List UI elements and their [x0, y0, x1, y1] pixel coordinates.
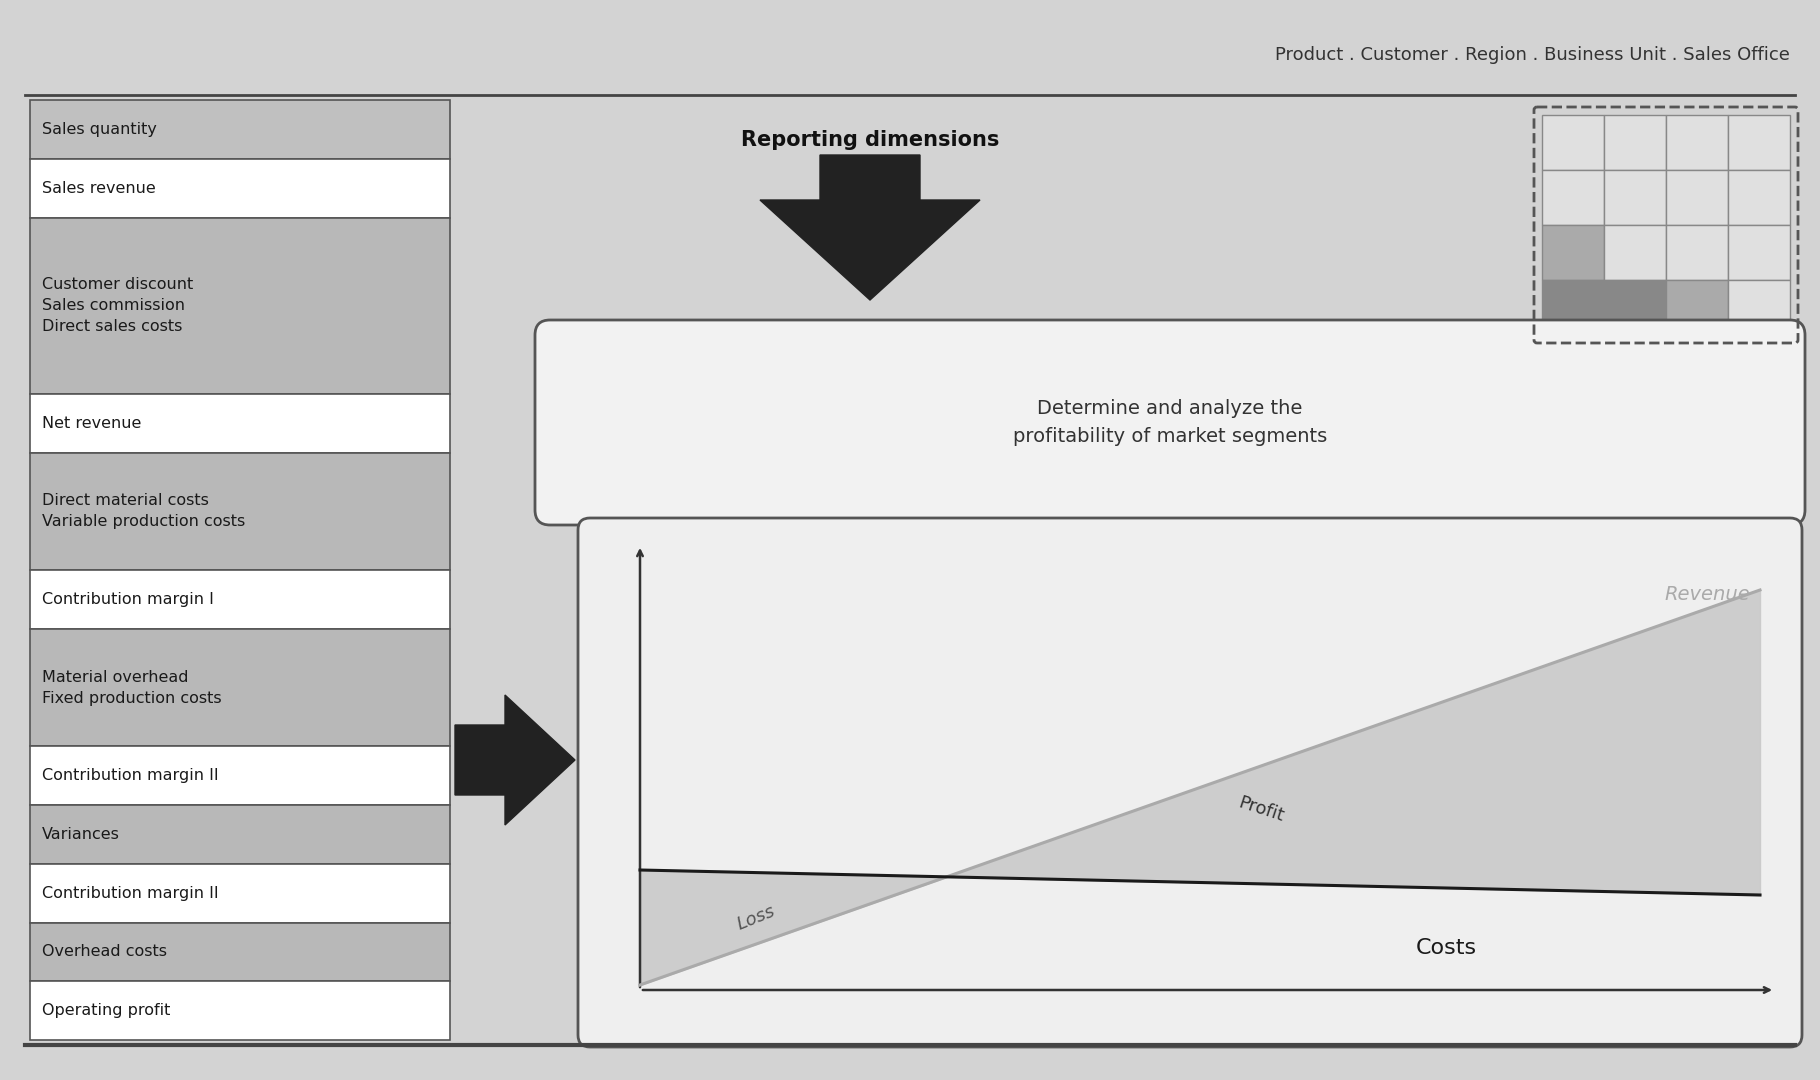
- Bar: [29, 922, 450, 982]
- Bar: [1665, 280, 1727, 335]
- Bar: [1727, 114, 1791, 170]
- Bar: [1542, 225, 1603, 280]
- Bar: [1727, 280, 1791, 335]
- Bar: [29, 394, 450, 453]
- Bar: [1727, 225, 1791, 280]
- Text: Loss: Loss: [735, 903, 779, 934]
- Polygon shape: [455, 696, 575, 825]
- Text: Operating profit: Operating profit: [42, 1003, 171, 1018]
- Bar: [1665, 170, 1727, 225]
- Bar: [29, 100, 450, 159]
- Text: Overhead costs: Overhead costs: [42, 944, 167, 959]
- Bar: [1603, 170, 1665, 225]
- Bar: [1542, 114, 1603, 170]
- Text: Reporting dimensions: Reporting dimensions: [741, 130, 999, 150]
- Text: Net revenue: Net revenue: [42, 416, 142, 431]
- Text: Direct material costs
Variable production costs: Direct material costs Variable productio…: [42, 494, 246, 529]
- Bar: [1603, 114, 1665, 170]
- FancyBboxPatch shape: [535, 320, 1805, 525]
- Bar: [1727, 170, 1791, 225]
- Bar: [29, 864, 450, 922]
- Text: Contribution margin II: Contribution margin II: [42, 768, 218, 783]
- Bar: [29, 453, 450, 570]
- Bar: [1603, 280, 1665, 335]
- Text: Customer discount
Sales commission
Direct sales costs: Customer discount Sales commission Direc…: [42, 278, 193, 334]
- Bar: [29, 805, 450, 864]
- Text: Variances: Variances: [42, 827, 120, 842]
- Bar: [1665, 225, 1727, 280]
- Bar: [1542, 170, 1603, 225]
- Text: Contribution margin II: Contribution margin II: [42, 886, 218, 901]
- Text: Contribution margin I: Contribution margin I: [42, 592, 215, 607]
- Bar: [29, 746, 450, 805]
- Bar: [29, 982, 450, 1040]
- Bar: [1542, 280, 1603, 335]
- Bar: [29, 570, 450, 629]
- Bar: [29, 217, 450, 394]
- Text: Determine and analyze the
profitability of market segments: Determine and analyze the profitability …: [1014, 399, 1327, 446]
- FancyBboxPatch shape: [579, 518, 1802, 1047]
- Text: Product . Customer . Region . Business Unit . Sales Office: Product . Customer . Region . Business U…: [1276, 46, 1791, 64]
- Text: Revenue: Revenue: [1663, 585, 1751, 604]
- Polygon shape: [761, 156, 979, 300]
- Text: Sales quantity: Sales quantity: [42, 122, 157, 137]
- Bar: [1603, 225, 1665, 280]
- Bar: [29, 159, 450, 217]
- Text: Costs: Costs: [1416, 939, 1478, 958]
- Text: Profit: Profit: [1236, 794, 1287, 825]
- Bar: [1665, 114, 1727, 170]
- Text: Sales revenue: Sales revenue: [42, 180, 157, 195]
- Text: Material overhead
Fixed production costs: Material overhead Fixed production costs: [42, 670, 222, 705]
- Bar: [29, 629, 450, 746]
